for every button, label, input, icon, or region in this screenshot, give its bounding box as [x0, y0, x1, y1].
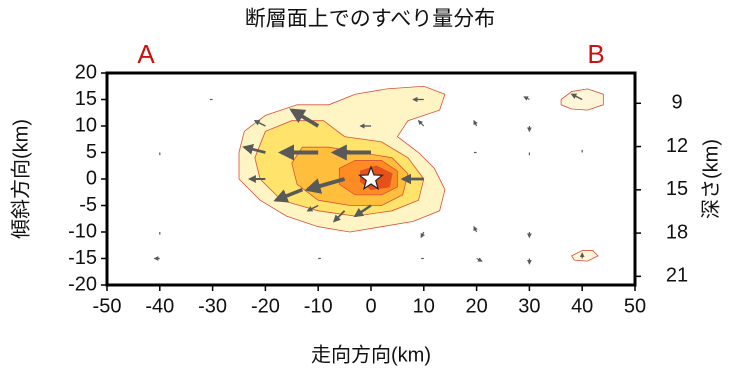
- slip-vector: [253, 120, 266, 127]
- y-tick-label: -10: [68, 220, 97, 242]
- x-tick-label: 30: [518, 295, 540, 317]
- slip-vector: [473, 225, 478, 233]
- y-tick-label: -5: [79, 194, 97, 216]
- slip-vector: [242, 144, 266, 155]
- y2-axis-label: 深さ(km): [699, 139, 722, 219]
- slip-vector: [353, 204, 372, 218]
- slip-vector: [523, 96, 530, 101]
- x-axis-label: 走向方向(km): [311, 343, 431, 366]
- x-tick-label: -50: [93, 295, 122, 317]
- chart-title: 断層面上でのすべり量分布: [245, 8, 496, 31]
- plot-area: [107, 73, 635, 285]
- slip-vector: [473, 119, 478, 127]
- y2-tick-label: 9: [671, 92, 682, 114]
- x-tick-label: 40: [571, 295, 593, 317]
- x-tick-label: 50: [624, 295, 646, 317]
- slip-vector: [420, 231, 426, 239]
- slip-contour: [571, 250, 599, 262]
- y2-tick-label: 15: [666, 178, 688, 200]
- y2-tick-label: 18: [666, 221, 688, 243]
- slip-vector: [332, 210, 346, 223]
- y2-tick-label: 12: [666, 135, 688, 157]
- y-tick-label: 0: [86, 167, 97, 189]
- y-tick-label: 15: [75, 88, 97, 110]
- annotation: B: [587, 39, 604, 69]
- slip-vector: [304, 177, 346, 194]
- x-tick-label: -30: [198, 295, 227, 317]
- slip-vector: [570, 93, 583, 101]
- slip-vector: [417, 120, 425, 127]
- y2-tick-label: 21: [666, 265, 688, 287]
- slip-vector: [306, 204, 319, 212]
- y-axis-label: 傾斜方向(km): [9, 119, 32, 239]
- x-tick-label: -10: [304, 295, 333, 317]
- annotation: A: [137, 39, 155, 69]
- x-tick-label: -20: [251, 295, 280, 317]
- y-tick-label: -15: [68, 247, 97, 269]
- slip-vector: [273, 187, 304, 203]
- y-tick-label: -20: [68, 273, 97, 295]
- slip-vector: [476, 257, 483, 262]
- x-tick-label: 10: [413, 295, 435, 317]
- x-tick-label: 20: [465, 295, 487, 317]
- x-tick-label: -40: [145, 295, 174, 317]
- y-tick-label: 20: [75, 61, 97, 83]
- x-tick-label: 0: [365, 295, 376, 317]
- slip-vector: [289, 108, 320, 128]
- hypocenter-star: [357, 165, 385, 191]
- y-tick-label: 10: [75, 114, 97, 136]
- y-tick-label: 5: [86, 141, 97, 163]
